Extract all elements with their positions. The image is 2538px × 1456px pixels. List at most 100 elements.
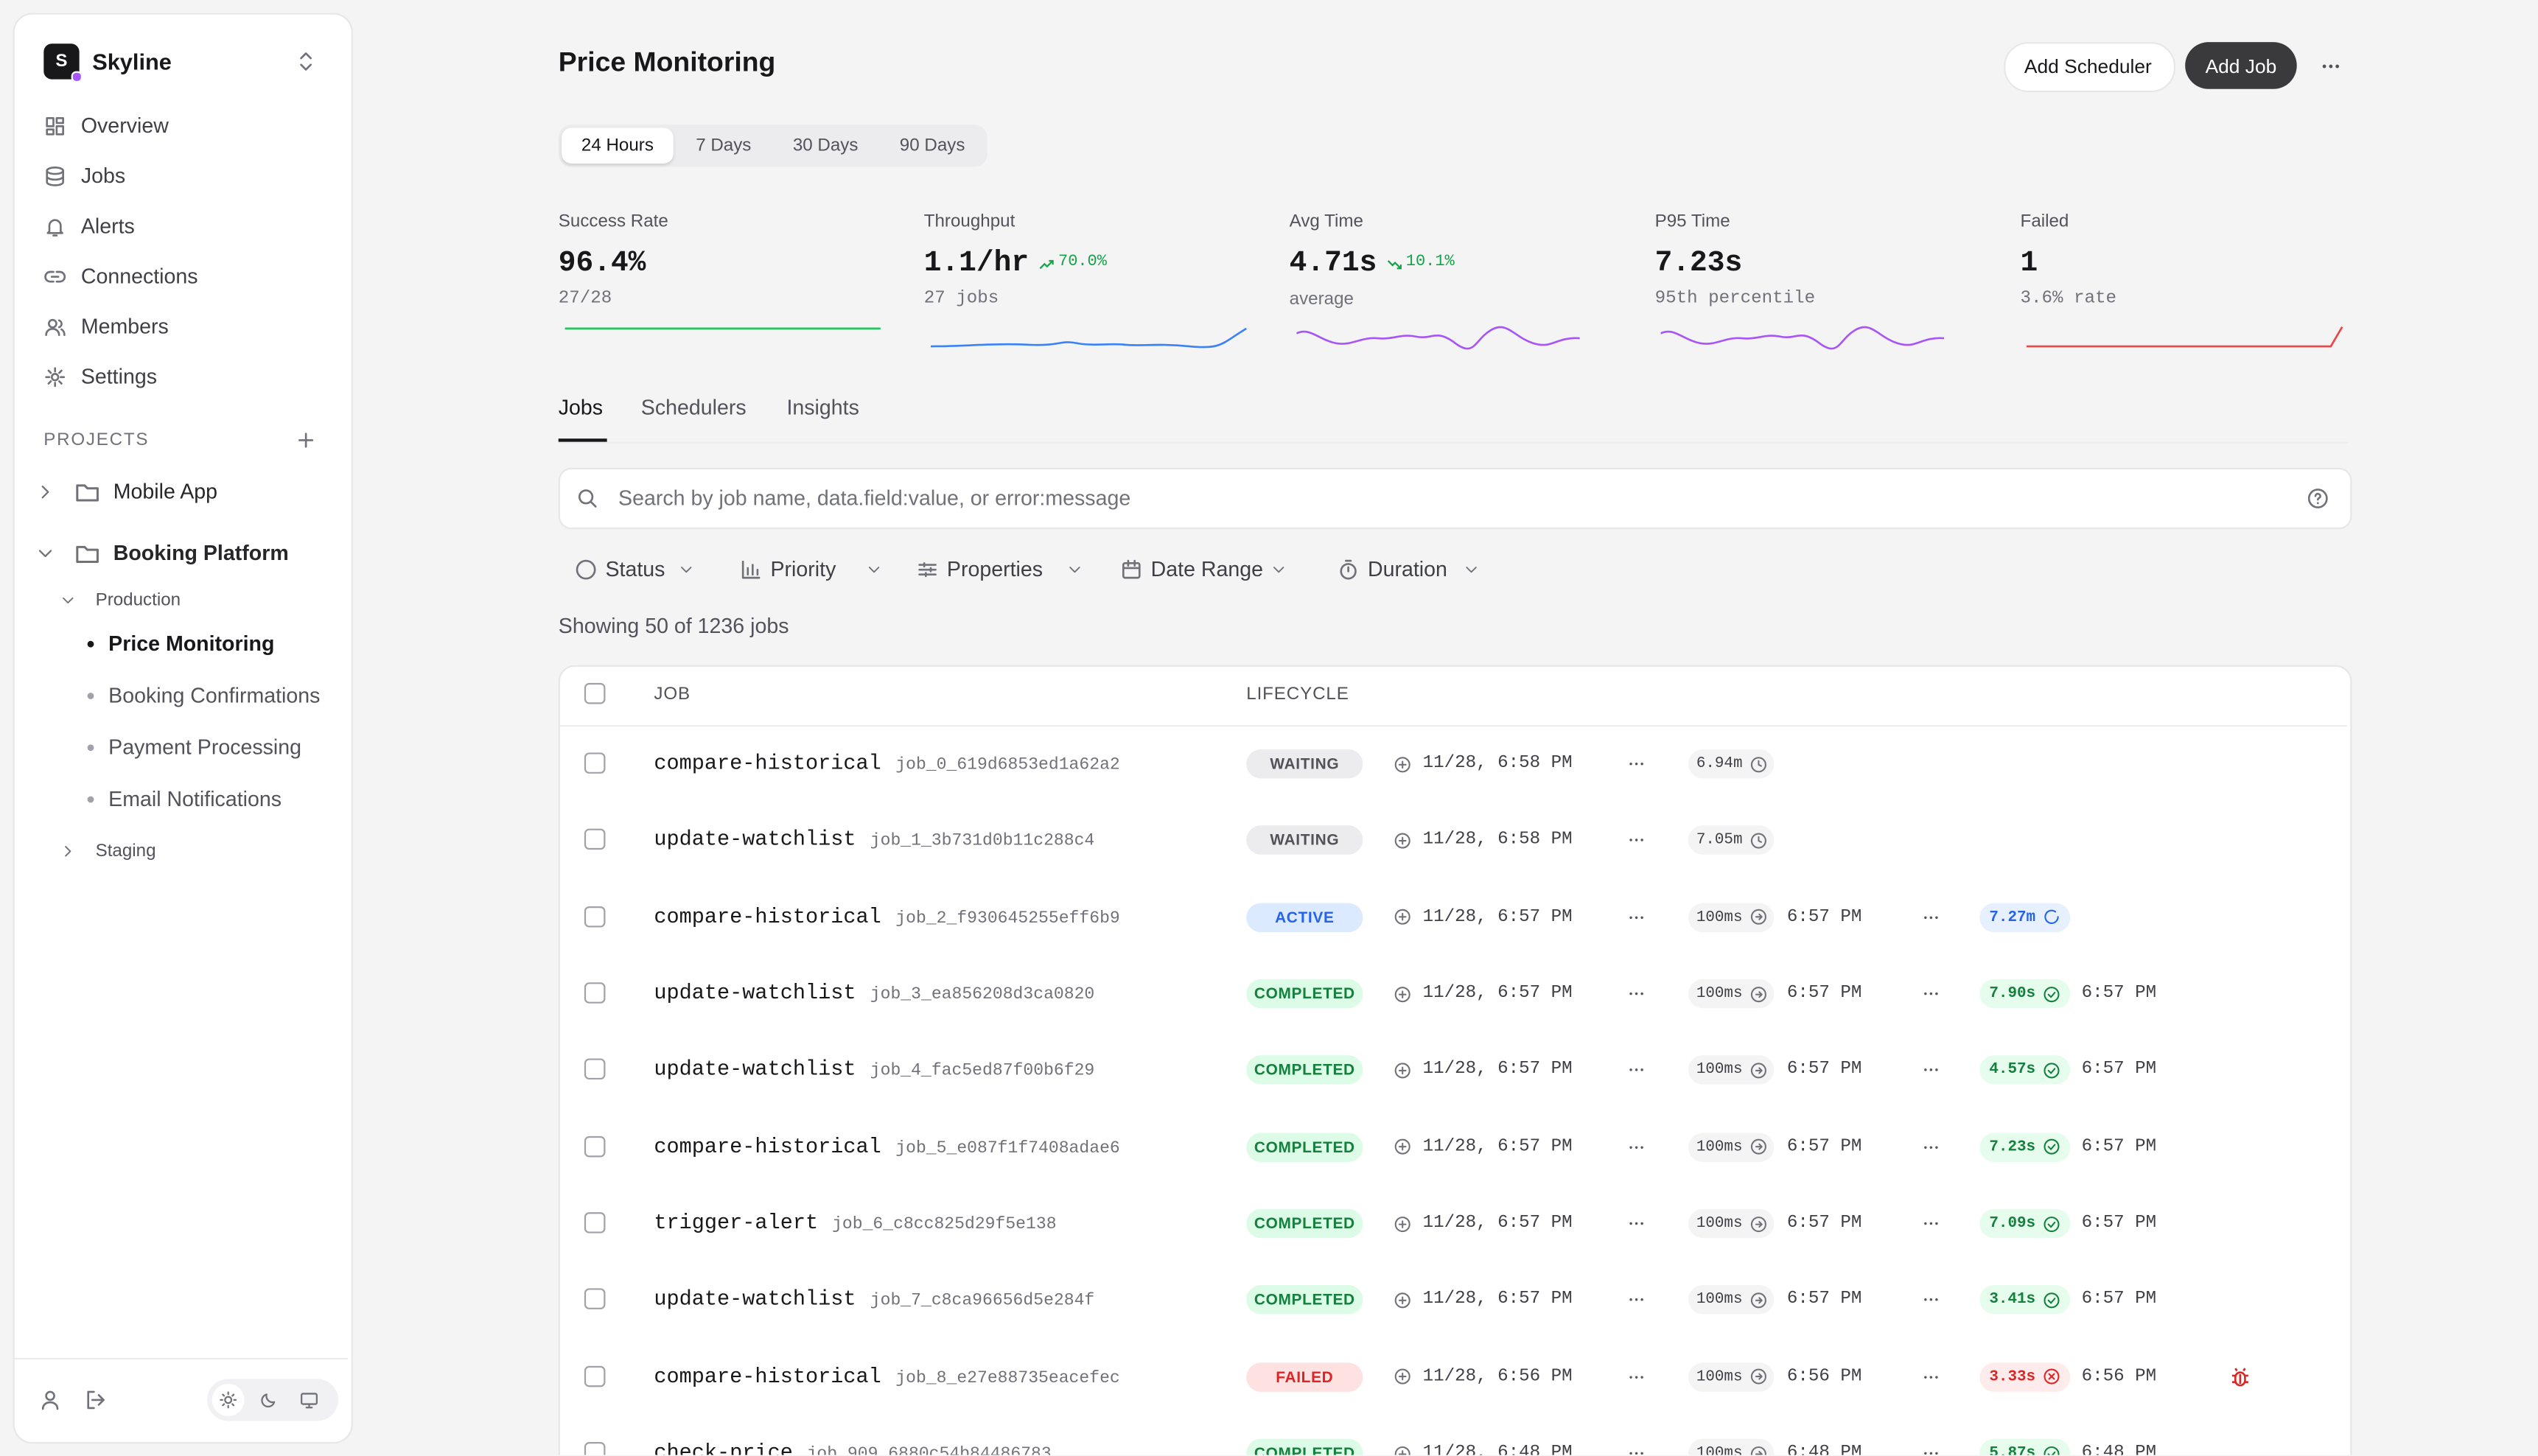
row-checkbox[interactable] — [584, 1212, 606, 1233]
row-checkbox[interactable] — [584, 982, 606, 1004]
job-name[interactable]: compare-historical — [654, 1364, 881, 1389]
sparkline — [564, 327, 881, 330]
project-name[interactable]: Booking Platform — [113, 540, 289, 565]
row-actions — [1924, 1222, 1938, 1225]
duration-icon — [2043, 1139, 2059, 1155]
environment-name[interactable]: Production — [95, 590, 181, 611]
job-name[interactable]: update-watchlist — [654, 1057, 856, 1082]
logout-icon — [87, 1390, 105, 1410]
started-time: 6:56 PM — [1786, 1367, 1862, 1387]
duration: 3.41s — [1989, 1290, 2036, 1309]
job-name[interactable]: trigger-alert — [654, 1211, 819, 1236]
row-checkbox[interactable] — [584, 1289, 606, 1310]
page-bullet — [87, 693, 94, 699]
job-name[interactable]: update-watchlist — [654, 827, 856, 853]
job-name[interactable]: update-watchlist — [654, 981, 856, 1006]
add-job-button[interactable] — [2185, 42, 2297, 89]
filter-button[interactable]: Duration — [1367, 556, 1447, 581]
nav-item[interactable]: Jobs — [80, 163, 126, 188]
search-icon — [578, 489, 597, 508]
time-range-option[interactable]: 90 Days — [899, 136, 965, 155]
page-link[interactable]: Payment Processing — [108, 735, 302, 760]
duration: 5.87s — [1989, 1443, 2036, 1455]
metric-subtext: 95th percentile — [1654, 290, 1816, 309]
event-icon — [1394, 1292, 1410, 1309]
chevron-down — [63, 597, 74, 603]
duration: 3.33s — [1989, 1367, 2036, 1385]
event-icon — [1394, 1369, 1410, 1385]
tab[interactable]: Insights — [786, 394, 859, 419]
environment-name[interactable]: Staging — [95, 841, 156, 861]
nav-item[interactable]: Overview — [80, 113, 169, 138]
page-link[interactable]: Price Monitoring — [108, 631, 275, 656]
status-badge — [1246, 1055, 1363, 1085]
row-actions — [1629, 1376, 1643, 1379]
project-name[interactable]: Mobile App — [113, 479, 218, 504]
tab-indicator — [558, 438, 607, 442]
folder-icon — [76, 484, 99, 502]
wait-time: 100ms — [1696, 1443, 1743, 1455]
nav-item[interactable]: Settings — [80, 364, 158, 389]
filter-button[interactable]: Date Range — [1150, 556, 1264, 581]
row-checkbox[interactable] — [584, 1135, 606, 1157]
filter-button[interactable]: Priority — [770, 556, 836, 581]
row-checkbox[interactable] — [584, 1365, 606, 1387]
filter-icon — [1122, 559, 1141, 579]
trend-icon — [1388, 259, 1402, 269]
time-range-option[interactable]: 24 Hours — [581, 136, 654, 155]
nav-item[interactable]: Alerts — [80, 213, 135, 238]
wait-icon — [1749, 1216, 1766, 1232]
nav-item[interactable]: Connections — [80, 264, 198, 288]
page-link[interactable]: Email Notifications — [108, 786, 282, 811]
created-time: 11/28, 6:57 PM — [1422, 984, 1573, 1004]
wait-icon — [1749, 833, 1766, 849]
select-all-checkbox[interactable] — [584, 682, 606, 704]
search-placeholder[interactable]: Search by job name, data.field:value, or… — [618, 485, 1131, 510]
nav-item[interactable]: Members — [80, 314, 169, 339]
event-icon — [1394, 986, 1410, 1002]
sparkline — [930, 327, 1247, 349]
status-badge — [1246, 902, 1363, 932]
started-time: 6:48 PM — [1786, 1443, 1862, 1455]
metric-label: Throughput — [923, 211, 1015, 232]
created-time: 11/28, 6:57 PM — [1422, 1137, 1573, 1157]
row-checkbox[interactable] — [584, 1059, 606, 1080]
job-name[interactable]: compare-historical — [654, 904, 881, 929]
time-range-option[interactable]: 30 Days — [792, 136, 859, 155]
duration-icon — [2043, 1292, 2059, 1309]
metric-subtext: 27 jobs — [923, 290, 999, 309]
time-range-option[interactable]: 7 Days — [696, 136, 752, 155]
row-checkbox[interactable] — [584, 1442, 606, 1455]
job-name[interactable]: check-price — [654, 1441, 793, 1455]
status-label: COMPLETED — [1254, 1292, 1355, 1310]
wait-time: 6.94m — [1696, 754, 1743, 772]
row-actions — [1629, 1222, 1643, 1225]
duration-pill — [1979, 1362, 2071, 1392]
button-label[interactable]: Add Scheduler — [2024, 55, 2152, 78]
workspace-dot — [71, 71, 83, 83]
created-time: 11/28, 6:57 PM — [1422, 1214, 1573, 1233]
job-name[interactable]: compare-historical — [654, 751, 881, 776]
add-scheduler-button[interactable] — [2004, 42, 2176, 93]
row-checkbox[interactable] — [584, 829, 606, 850]
duration: 7.09s — [1989, 1214, 2036, 1232]
row-checkbox[interactable] — [584, 752, 606, 774]
search-box[interactable] — [558, 467, 2352, 530]
row-checkbox[interactable] — [584, 906, 606, 927]
filter-chevron — [1273, 567, 1284, 573]
wait-time: 7.05m — [1696, 830, 1743, 849]
sidebar — [13, 13, 353, 1444]
page-link[interactable]: Booking Confirmations — [108, 682, 321, 707]
metric-label: Failed — [2020, 211, 2069, 232]
button-label[interactable]: Add Job — [2205, 55, 2277, 78]
wait-icon — [1749, 1292, 1766, 1309]
nav-icon — [44, 270, 66, 283]
job-name[interactable]: compare-historical — [654, 1134, 881, 1159]
table-header-divider — [559, 725, 2347, 727]
job-name[interactable]: update-watchlist — [654, 1287, 856, 1312]
filter-button[interactable]: Properties — [946, 556, 1043, 581]
filter-button[interactable]: Status — [605, 556, 665, 581]
status-label: COMPLETED — [1254, 1062, 1355, 1080]
tab[interactable]: Jobs — [558, 394, 604, 419]
tab[interactable]: Schedulers — [640, 394, 747, 419]
